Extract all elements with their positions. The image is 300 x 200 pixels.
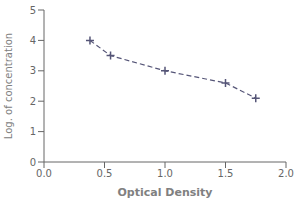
svg-text:0: 0: [30, 157, 36, 168]
svg-text:1.5: 1.5: [218, 168, 234, 179]
svg-text:2.0: 2.0: [278, 168, 292, 179]
svg-text:Log. of concentration: Log. of concentration: [8, 33, 14, 139]
svg-text:0.5: 0.5: [97, 168, 113, 179]
svg-text:5: 5: [30, 5, 36, 16]
svg-text:Optical Density: Optical Density: [118, 186, 213, 199]
svg-text:1: 1: [30, 126, 36, 137]
svg-text:4: 4: [30, 35, 36, 46]
svg-text:0.0: 0.0: [36, 168, 52, 179]
svg-text:2: 2: [30, 96, 36, 107]
svg-text:3: 3: [30, 65, 36, 76]
svg-text:1.0: 1.0: [157, 168, 173, 179]
